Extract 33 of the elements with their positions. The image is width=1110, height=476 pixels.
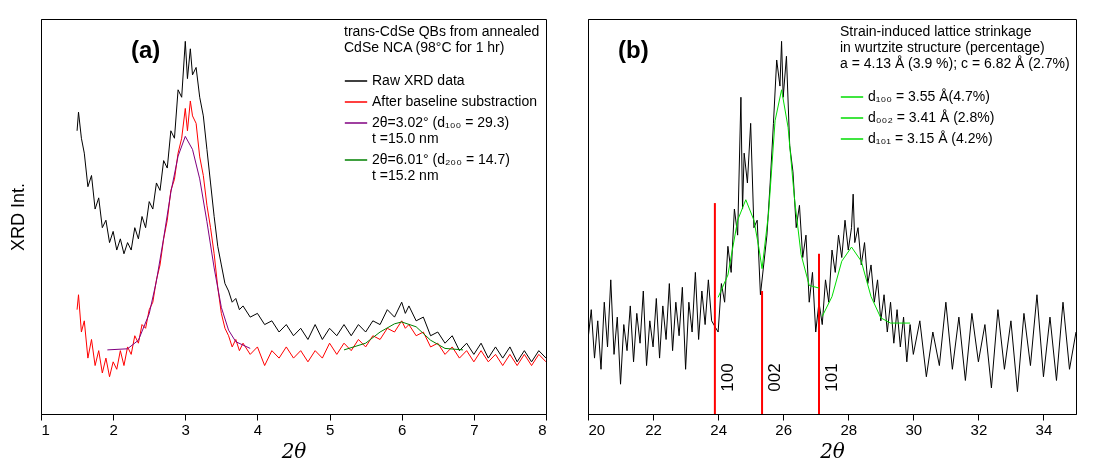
y-axis-title: XRD Int. — [7, 182, 28, 252]
x-tick-label: 34 — [1035, 420, 1053, 438]
x-tick-label: 4 — [253, 420, 263, 438]
x-tick-label: 30 — [905, 420, 923, 438]
x-tick-label: 26 — [775, 420, 793, 438]
x-tick-label: 6 — [398, 420, 407, 438]
legend-title: trans-CdSe QBs from annealed CdSe NCA (98°C for 1 hr) — [344, 23, 540, 55]
annotation: (b) — [618, 36, 649, 63]
x-tick-label: 8 — [538, 420, 547, 438]
annotation: (a) — [131, 36, 161, 63]
annotation: 101 — [821, 363, 841, 392]
legend-label: d₁₀₁ = 3.15 Å (4.2%) — [868, 130, 993, 146]
legend-label: After baseline substraction — [372, 93, 537, 109]
x-tick-label: 32 — [970, 420, 988, 438]
x-tick-label: 5 — [325, 420, 335, 438]
x-tick-label: 1 — [41, 420, 50, 438]
legend-label: 2θ=3.02° (d₁₀₀ = 29.3) t =15.0 nm — [372, 114, 510, 146]
x-tick-label: 28 — [840, 420, 858, 438]
annotation: 100 — [717, 363, 737, 392]
x-axis-title: 2θ — [280, 438, 307, 463]
legend-label: 2θ=6.01° (d₂₀₀ = 14.7) t =15.2 nm — [372, 151, 510, 183]
x-tick-label: 3 — [181, 420, 190, 438]
x-tick-label: 22 — [645, 420, 662, 438]
x-tick-label: 20 — [588, 420, 606, 438]
x-tick-label: 24 — [710, 420, 727, 438]
annotation: 002 — [765, 363, 785, 392]
legend-label: d₁₀₀ = 3.55 Å(4.7%) — [868, 88, 990, 104]
x-axis-title: 2θ — [819, 438, 845, 463]
x-tick-label: 7 — [470, 420, 479, 438]
x-tick-label: 2 — [109, 420, 118, 438]
legend-title: Strain-induced lattice strinkage in wurtzite structure (percentage) a = 4.13 Å (3.9 %); c = 6.82 Å (2.7%) — [840, 23, 1070, 71]
legend-label: d₀₀₂ = 3.41 Å (2.8%) — [868, 109, 995, 125]
legend-label: Raw XRD data — [372, 72, 465, 88]
